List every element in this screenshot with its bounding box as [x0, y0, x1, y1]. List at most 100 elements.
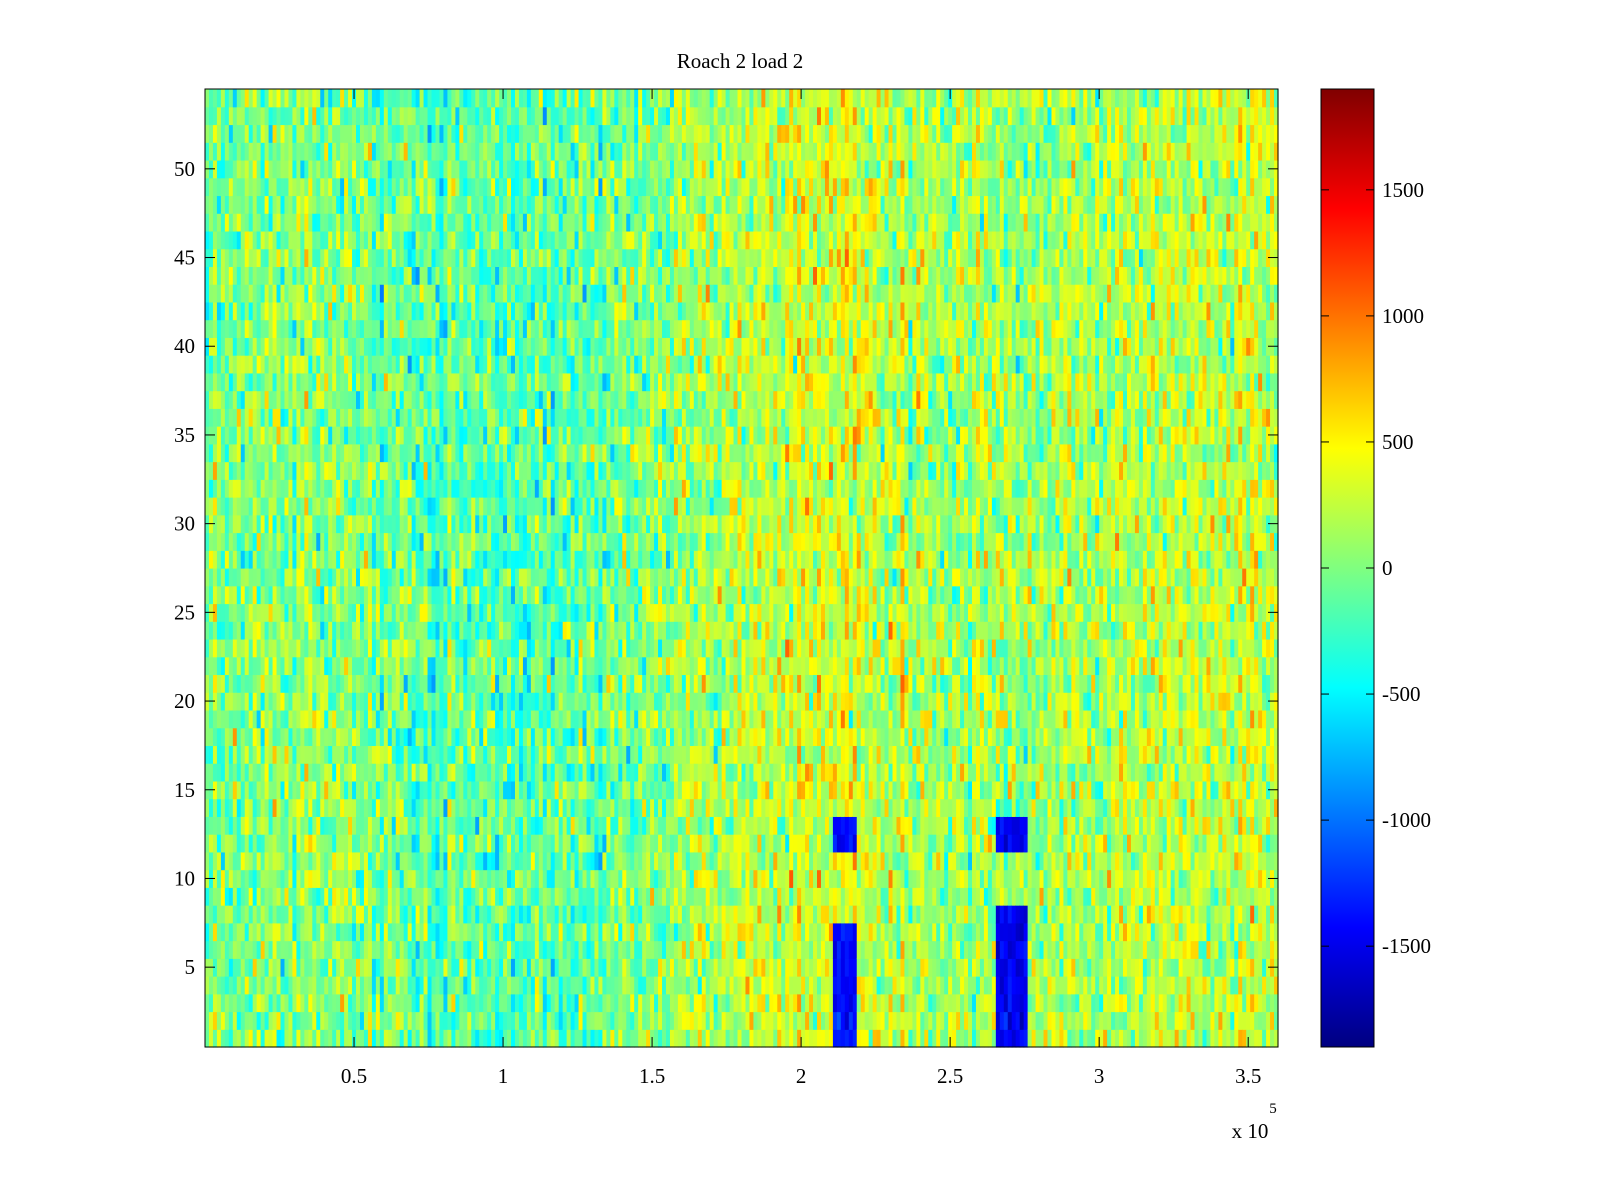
- heatmap-cell: [566, 443, 572, 463]
- heatmap-cell: [419, 284, 425, 303]
- heatmap-cell: [562, 248, 568, 268]
- heatmap-cell: [252, 159, 258, 179]
- heatmap-cell: [379, 656, 385, 676]
- heatmap-cell: [447, 763, 452, 782]
- heatmap-cell: [379, 372, 385, 392]
- heatmap-cell: [328, 958, 333, 977]
- heatmap-cell: [296, 124, 301, 143]
- heatmap-cell: [336, 106, 341, 126]
- heatmap-cell: [300, 213, 305, 232]
- chart-title: Roach 2 load 2: [677, 49, 804, 73]
- heatmap-cell: [554, 621, 560, 640]
- heatmap-cell: [276, 195, 282, 214]
- heatmap-cell: [491, 142, 496, 161]
- heatmap-cell: [546, 727, 552, 747]
- heatmap-cell: [554, 550, 560, 569]
- heatmap-cell: [336, 443, 341, 463]
- heatmap-cell: [252, 851, 258, 871]
- heatmap-cell: [244, 816, 250, 835]
- heatmap-cell: [320, 319, 325, 338]
- heatmap-cell: [487, 834, 492, 853]
- heatmap-cell: [495, 177, 500, 197]
- heatmap-cell: [554, 692, 560, 711]
- heatmap-cell: [459, 532, 464, 551]
- heatmap-cell: [403, 479, 409, 498]
- heatmap-cell: [427, 958, 433, 977]
- heatmap-cell: [399, 905, 405, 924]
- heatmap-cell: [344, 390, 349, 409]
- heatmap-cell: [459, 834, 464, 853]
- heatmap-cell: [340, 674, 345, 693]
- heatmap-cell: [562, 284, 568, 303]
- heatmap-cell: [435, 780, 441, 800]
- heatmap-cell: [566, 585, 572, 605]
- heatmap-cell: [276, 443, 282, 463]
- heatmap-cell: [367, 603, 373, 622]
- heatmap-cell: [503, 922, 508, 942]
- heatmap-cell: [511, 106, 516, 126]
- heatmap-cell: [411, 266, 417, 285]
- heatmap-cell: [451, 780, 456, 800]
- heatmap-cell: [447, 621, 452, 640]
- heatmap-cell: [538, 603, 544, 622]
- heatmap-cell: [391, 355, 397, 374]
- heatmap-cell: [312, 851, 317, 871]
- heatmap-cell: [260, 230, 266, 250]
- heatmap-cell: [566, 159, 572, 179]
- heatmap-cell: [455, 230, 460, 250]
- heatmap-cell: [312, 372, 317, 392]
- heatmap-cell: [276, 976, 282, 995]
- heatmap-cell: [391, 958, 397, 977]
- heatmap-cell: [419, 177, 425, 197]
- heatmap-cell: [288, 993, 294, 1013]
- heatmap-cell: [344, 940, 349, 959]
- heatmap-cell: [467, 248, 472, 268]
- heatmap-cell: [387, 727, 393, 747]
- heatmap-cell: [550, 284, 556, 303]
- heatmap-cell: [288, 940, 294, 959]
- heatmap-cell: [534, 355, 540, 374]
- heatmap-cell: [256, 851, 262, 871]
- heatmap-cell: [391, 372, 397, 392]
- heatmap-cell: [514, 284, 520, 303]
- heatmap-cell: [534, 727, 540, 747]
- heatmap-cell: [332, 834, 337, 853]
- heatmap-cell: [228, 497, 234, 516]
- heatmap-cell: [511, 497, 516, 516]
- heatmap-cell: [495, 780, 500, 800]
- heatmap-cell: [459, 426, 464, 445]
- heatmap-cell: [419, 940, 425, 959]
- heatmap-cell: [387, 213, 393, 232]
- heatmap-cell: [359, 461, 365, 480]
- heatmap-cell: [348, 621, 353, 640]
- heatmap-cell: [248, 568, 254, 587]
- heatmap-cell: [542, 887, 548, 906]
- heatmap-cell: [423, 887, 429, 906]
- heatmap-cell: [296, 727, 301, 747]
- heatmap-cell: [471, 1011, 476, 1030]
- heatmap-cell: [284, 461, 290, 480]
- heatmap-cell: [483, 922, 488, 942]
- heatmap-cell: [252, 674, 258, 693]
- heatmap-cell: [268, 798, 274, 817]
- heatmap-cell: [244, 780, 250, 800]
- heatmap-cell: [566, 851, 572, 871]
- heatmap-cell: [511, 89, 516, 108]
- heatmap-cell: [538, 106, 544, 126]
- heatmap-cell: [435, 479, 441, 498]
- heatmap-cell: [499, 337, 504, 356]
- heatmap-cell: [431, 905, 437, 924]
- heatmap-cell: [320, 958, 325, 977]
- heatmap-cell: [451, 532, 456, 551]
- heatmap-cell: [228, 621, 234, 640]
- heatmap-cell: [316, 976, 321, 995]
- heatmap-cell: [526, 585, 532, 605]
- heatmap-cell: [435, 514, 441, 534]
- heatmap-cell: [435, 408, 441, 427]
- heatmap-cell: [304, 905, 309, 924]
- heatmap-cell: [363, 816, 369, 835]
- heatmap-cell: [447, 337, 452, 356]
- heatmap-cell: [423, 1011, 429, 1030]
- heatmap-cell: [220, 674, 226, 693]
- heatmap-cell: [546, 301, 552, 321]
